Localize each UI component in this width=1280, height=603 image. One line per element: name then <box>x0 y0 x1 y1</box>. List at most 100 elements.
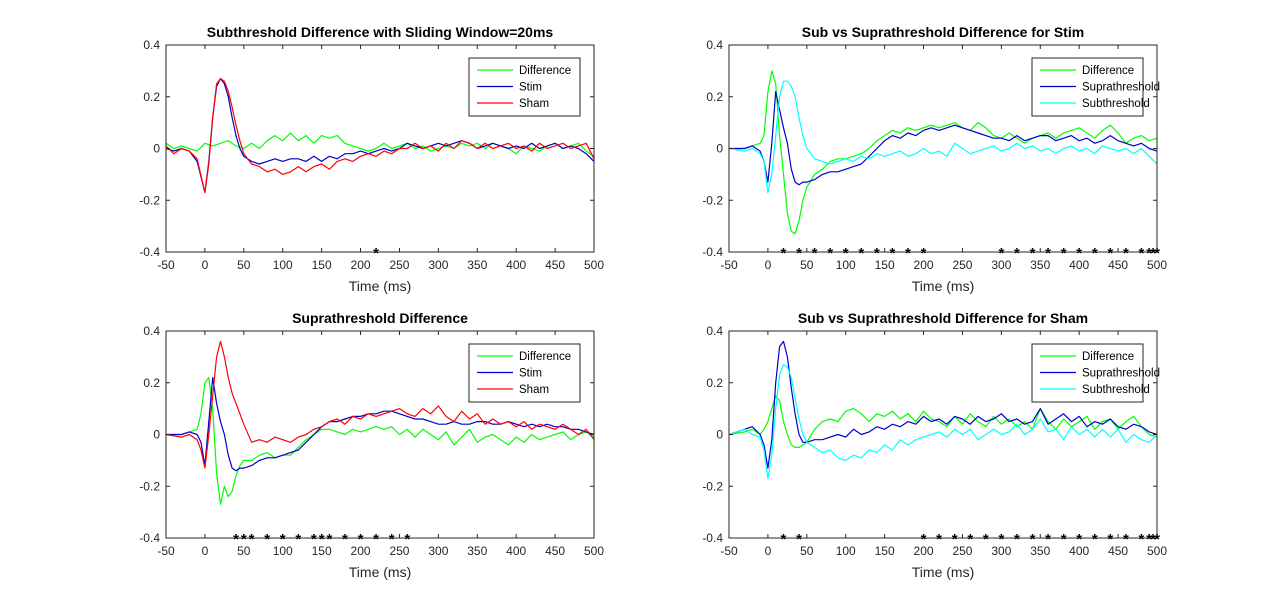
y-tick-label: 0.2 <box>143 376 160 390</box>
x-tick-label: 0 <box>202 544 209 558</box>
legend: Difference Suprathreshold Subthreshold <box>1031 343 1160 403</box>
significance-marker: * <box>936 531 942 548</box>
legend-label: Stim <box>519 82 542 94</box>
significance-marker: * <box>389 531 395 548</box>
legend-label: Difference <box>1082 65 1134 77</box>
significance-marker: * <box>373 531 379 548</box>
significance-marker: * <box>1014 245 1020 262</box>
significance-marker: * <box>781 245 787 262</box>
y-tick-label: -0.4 <box>139 531 160 545</box>
series-line-subthreshold <box>729 364 1157 480</box>
x-tick-label: -50 <box>720 544 738 558</box>
chart-panel-1: -50 0 50 100 150 200 250 300 350 400 450 500 0.4 0.2 0… <box>139 24 604 294</box>
significance-marker: * <box>280 531 286 548</box>
x-tick-label: -50 <box>157 258 175 272</box>
significance-marker: * <box>1150 245 1156 262</box>
legend: Difference Stim Sham <box>468 57 581 117</box>
x-tick-label: 50 <box>237 544 251 558</box>
y-tick-label: 0 <box>153 428 160 442</box>
significance-marker: * <box>241 531 247 548</box>
significance-marker: * <box>1076 245 1082 262</box>
significance-marker: * <box>998 531 1004 548</box>
series-group <box>166 340 594 505</box>
significance-marker: * <box>1139 245 1145 262</box>
legend-label: Sham <box>519 384 549 396</box>
significance-marker: * <box>1123 531 1129 548</box>
x-tick-label: 450 <box>1108 544 1128 558</box>
x-axis-label: Time (ms) <box>349 278 411 294</box>
significance-marker: * <box>1146 531 1152 548</box>
y-tick-label: -0.2 <box>139 479 160 493</box>
significance-marker: * <box>342 531 348 548</box>
x-tick-label: 100 <box>273 544 293 558</box>
chart-panel-2: -50 0 50 100 150 200 250 300 350 400 450 500 0.4 0.2 0… <box>702 24 1167 294</box>
significance-marker: * <box>358 531 364 548</box>
significance-marker: * <box>1107 531 1113 548</box>
series-group <box>166 77 594 194</box>
x-tick-label: 250 <box>389 544 409 558</box>
x-tick-label: 350 <box>1030 544 1050 558</box>
y-tick-label: 0.2 <box>143 90 160 104</box>
x-tick-label: 300 <box>428 258 448 272</box>
y-tick-label: -0.4 <box>702 531 723 545</box>
x-tick-label: 250 <box>952 544 972 558</box>
series-line-difference <box>729 70 1157 235</box>
x-tick-label: 200 <box>914 258 934 272</box>
y-tick-label: -0.2 <box>702 479 723 493</box>
legend-label: Sham <box>519 98 549 110</box>
x-tick-label: 100 <box>836 544 856 558</box>
significance-marker: * <box>326 531 332 548</box>
significance-marker: * <box>812 245 818 262</box>
significance-marker: * <box>843 245 849 262</box>
x-tick-label: 350 <box>467 258 487 272</box>
significance-marker: * <box>874 245 880 262</box>
legend-label: Difference <box>519 351 571 363</box>
x-tick-label: 200 <box>351 258 371 272</box>
series-line-difference <box>166 377 594 505</box>
significance-marker: * <box>311 531 317 548</box>
x-tick-label: 50 <box>800 258 814 272</box>
significance-marker: * <box>998 245 1004 262</box>
y-tick-label: 0 <box>716 142 723 156</box>
x-tick-label: 400 <box>506 258 526 272</box>
series-line-subthreshold <box>729 80 1157 194</box>
significance-marker: * <box>1076 531 1082 548</box>
significance-marker: * <box>796 245 802 262</box>
x-tick-label: 450 <box>545 258 565 272</box>
significance-marker: * <box>1154 531 1160 548</box>
legend-label: Subthreshold <box>1082 98 1150 110</box>
x-tick-label: 350 <box>1030 258 1050 272</box>
significance-marker: * <box>1045 245 1051 262</box>
y-tick-label: -0.2 <box>702 193 723 207</box>
y-tick-label: 0.2 <box>706 376 723 390</box>
significance-marker: * <box>319 531 325 548</box>
series-line-difference <box>166 132 594 157</box>
x-tick-label: 150 <box>312 544 332 558</box>
series-line-difference <box>729 395 1157 448</box>
x-tick-label: 150 <box>875 258 895 272</box>
legend: Difference Suprathreshold Subthreshold <box>1031 57 1160 117</box>
significance-marker: * <box>1045 531 1051 548</box>
x-tick-label: 200 <box>914 544 934 558</box>
x-tick-label: 300 <box>428 544 448 558</box>
significance-marker: * <box>1150 531 1156 548</box>
significance-marker: * <box>781 531 787 548</box>
x-tick-label: 0 <box>765 258 772 272</box>
y-tick-label: 0 <box>716 428 723 442</box>
y-tick-label: 0 <box>153 142 160 156</box>
x-tick-label: 500 <box>1147 544 1167 558</box>
x-axis-label: Time (ms) <box>912 564 974 580</box>
x-tick-label: 500 <box>584 258 604 272</box>
significance-marker: * <box>404 531 410 548</box>
significance-marker: * <box>233 531 239 548</box>
significance-marker: * <box>905 245 911 262</box>
series-line-suprathreshold <box>729 340 1157 469</box>
significance-marker: * <box>967 531 973 548</box>
y-tick-label: 0.2 <box>706 90 723 104</box>
significance-marker: * <box>952 531 958 548</box>
x-tick-label: 50 <box>800 544 814 558</box>
x-tick-label: 0 <box>765 544 772 558</box>
chart-title: Sub vs Suprathreshold Difference for Sha… <box>798 310 1088 326</box>
x-tick-label: 100 <box>273 258 293 272</box>
significance-marker: * <box>1092 531 1098 548</box>
